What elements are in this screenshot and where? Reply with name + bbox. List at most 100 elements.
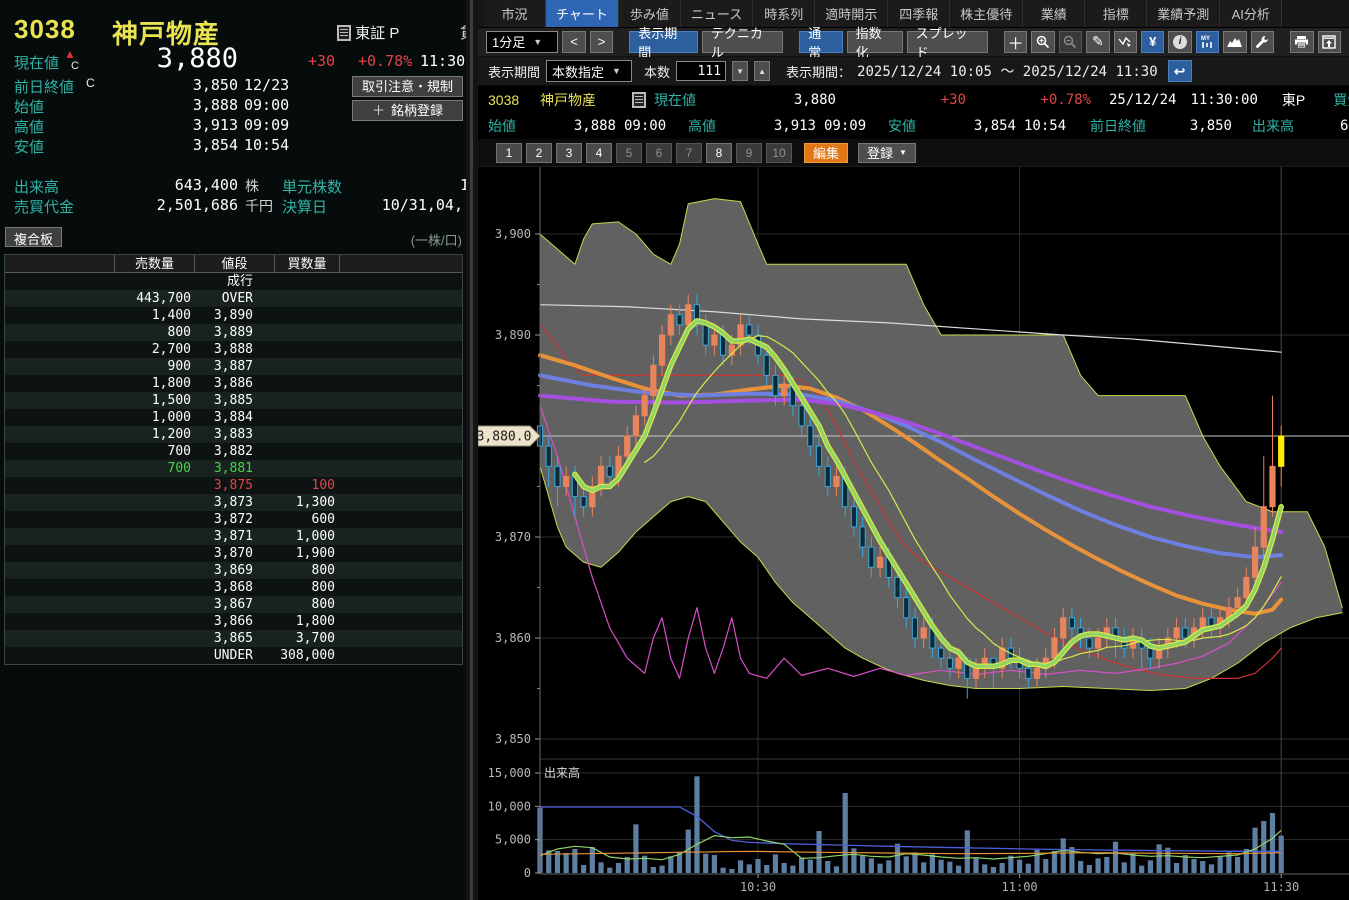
order-book-row[interactable]: 3,872 600	[5, 511, 462, 528]
info-high-time: 09:09	[824, 118, 867, 135]
draw-pencil-button[interactable]: ✎	[1086, 30, 1110, 53]
preset-number-button[interactable]: 7	[676, 142, 702, 163]
chevron-down-icon: ▼	[899, 148, 907, 158]
panel-splitter[interactable]	[466, 0, 478, 900]
trendline-tool-button[interactable]	[1113, 30, 1137, 53]
order-book-row[interactable]: UNDER 308,000	[5, 647, 462, 664]
composite-board-button[interactable]: 複合板	[5, 227, 63, 247]
tab[interactable]: AI分析	[1220, 0, 1283, 27]
tab[interactable]: 業績予測	[1147, 0, 1221, 27]
candle	[632, 415, 640, 437]
tab[interactable]: 指標	[1085, 0, 1148, 27]
chart-toolbar: 1分足 ▼ < > 表示期間 テクニカル 通常 指数化 スプレッド ＋ ✎ ¥ i…	[478, 26, 1349, 60]
order-book-row[interactable]: 443,700 OVER	[5, 290, 462, 307]
spread-mode-button[interactable]: スプレッド	[906, 26, 988, 60]
edit-button[interactable]: 編集	[804, 142, 849, 163]
tab[interactable]: 適時開示	[815, 0, 889, 27]
order-book-row[interactable]: 3,869 800	[5, 562, 462, 579]
preset-number-button[interactable]: 1	[496, 142, 522, 163]
trade-caution-button[interactable]: 取引注意・規制	[352, 76, 463, 97]
volume-bar	[973, 857, 979, 873]
reset-range-button[interactable]: ↩	[1167, 60, 1192, 83]
candle	[1025, 667, 1032, 679]
register-preset-button[interactable]: 登録 ▼	[858, 142, 916, 163]
prev-button[interactable]: <	[562, 30, 586, 53]
order-book-row[interactable]: 3,867 800	[5, 596, 462, 613]
price-chart[interactable]: 3,900 3,890 3,870 3,860 3,850 15,000 10,000 5,0…	[477, 167, 1349, 897]
order-book-row[interactable]: 成行	[5, 273, 462, 290]
candle	[589, 486, 596, 508]
technical-button[interactable]: テクニカル	[701, 26, 784, 60]
area-chart-button[interactable]	[1223, 30, 1247, 53]
tab[interactable]: ニュース	[680, 0, 754, 27]
yen-scale-button[interactable]: ¥	[1141, 30, 1165, 53]
print-button[interactable]	[1290, 30, 1314, 53]
preset-number-button[interactable]: 6	[646, 142, 672, 163]
preset-number-button[interactable]: 5	[616, 142, 642, 163]
volume-bar	[1261, 821, 1267, 873]
tab[interactable]: 株主優待	[950, 0, 1024, 27]
register-stock-button[interactable]: ＋銘柄登録	[352, 100, 463, 121]
price-level: 3,867	[213, 597, 253, 612]
tab[interactable]: チャート	[546, 0, 619, 27]
buy-qty	[259, 307, 337, 324]
fast-ma	[573, 319, 1283, 668]
vol-blue	[540, 806, 1282, 852]
tab[interactable]: 業績	[1023, 0, 1086, 27]
preset-number-button[interactable]: 8	[706, 142, 732, 163]
tab[interactable]: 四季報	[888, 0, 951, 27]
display-period-button[interactable]: 表示期間	[629, 26, 698, 60]
order-book-row[interactable]: 700 3,881	[5, 460, 462, 477]
order-book-row[interactable]: 1,000 3,884	[5, 409, 462, 426]
preset-number-button[interactable]: 10	[766, 142, 792, 163]
info-open-time: 09:00	[624, 118, 667, 135]
up-triangle-icon: ▲	[64, 47, 76, 61]
price-level: 3,885	[213, 393, 253, 408]
order-book-row[interactable]: 3,870 1,900	[5, 545, 462, 562]
count-decrement-button[interactable]: ▼	[732, 61, 749, 82]
bar-count-input[interactable]	[676, 61, 727, 82]
my-chart-button[interactable]: MY	[1195, 30, 1220, 53]
order-book-row[interactable]: 3,871 1,000	[5, 528, 462, 545]
order-book-row[interactable]: 3,873 1,300	[5, 494, 462, 511]
order-book-row[interactable]: 3,875 100	[5, 477, 462, 494]
current-flag: C	[71, 60, 79, 72]
info-vol-label: 出来高	[1252, 118, 1294, 135]
order-book-row[interactable]: 3,868 800	[5, 579, 462, 596]
order-book-row[interactable]: 800 3,889	[5, 324, 462, 341]
preset-number-button[interactable]: 9	[736, 142, 762, 163]
buy-qty: 800	[311, 563, 335, 578]
zoom-in-button[interactable]	[1031, 30, 1055, 53]
order-book-row[interactable]: 700 3,882	[5, 443, 462, 460]
indexed-mode-button[interactable]: 指数化	[846, 26, 903, 60]
preset-number-button[interactable]: 4	[586, 142, 612, 163]
volume-unit: 株	[245, 178, 259, 194]
settings-wrench-button[interactable]	[1250, 30, 1275, 53]
normal-mode-button[interactable]: 通常	[799, 26, 843, 60]
order-book-row[interactable]: 1,200 3,883	[5, 426, 462, 443]
order-book-row[interactable]: 1,500 3,885	[5, 392, 462, 409]
order-book-row[interactable]: 3,866 1,800	[5, 613, 462, 630]
tab[interactable]: 歩み値	[618, 0, 681, 27]
next-button[interactable]: >	[589, 30, 614, 53]
timeframe-select[interactable]: 1分足 ▼	[486, 30, 559, 53]
zoom-out-button[interactable]	[1058, 30, 1083, 53]
order-book-row[interactable]: 2,700 3,888	[5, 341, 462, 358]
preset-number-button[interactable]: 3	[556, 142, 582, 163]
info-button[interactable]: i	[1168, 30, 1192, 53]
volume-bar	[1095, 858, 1101, 873]
count-increment-button[interactable]: ▲	[754, 61, 771, 82]
order-book-row[interactable]: 1,400 3,890	[5, 307, 462, 324]
order-book-row[interactable]: 900 3,887	[5, 358, 462, 375]
preset-number-button[interactable]: 2	[526, 142, 552, 163]
order-book-row[interactable]: 1,800 3,886	[5, 375, 462, 392]
price-tick-label: 3,900	[495, 227, 531, 241]
price-change-pct: +0.78%	[358, 52, 413, 70]
crosshair-plus-button[interactable]: ＋	[1003, 30, 1028, 53]
order-book-row[interactable]: 3,865 3,700	[5, 630, 462, 647]
popout-window-button[interactable]	[1317, 30, 1341, 53]
tab[interactable]: 時系列	[753, 0, 816, 27]
period-mode-select[interactable]: 本数指定 ▼	[546, 60, 633, 83]
tab[interactable]: 市況	[484, 0, 546, 27]
candle	[972, 667, 980, 679]
